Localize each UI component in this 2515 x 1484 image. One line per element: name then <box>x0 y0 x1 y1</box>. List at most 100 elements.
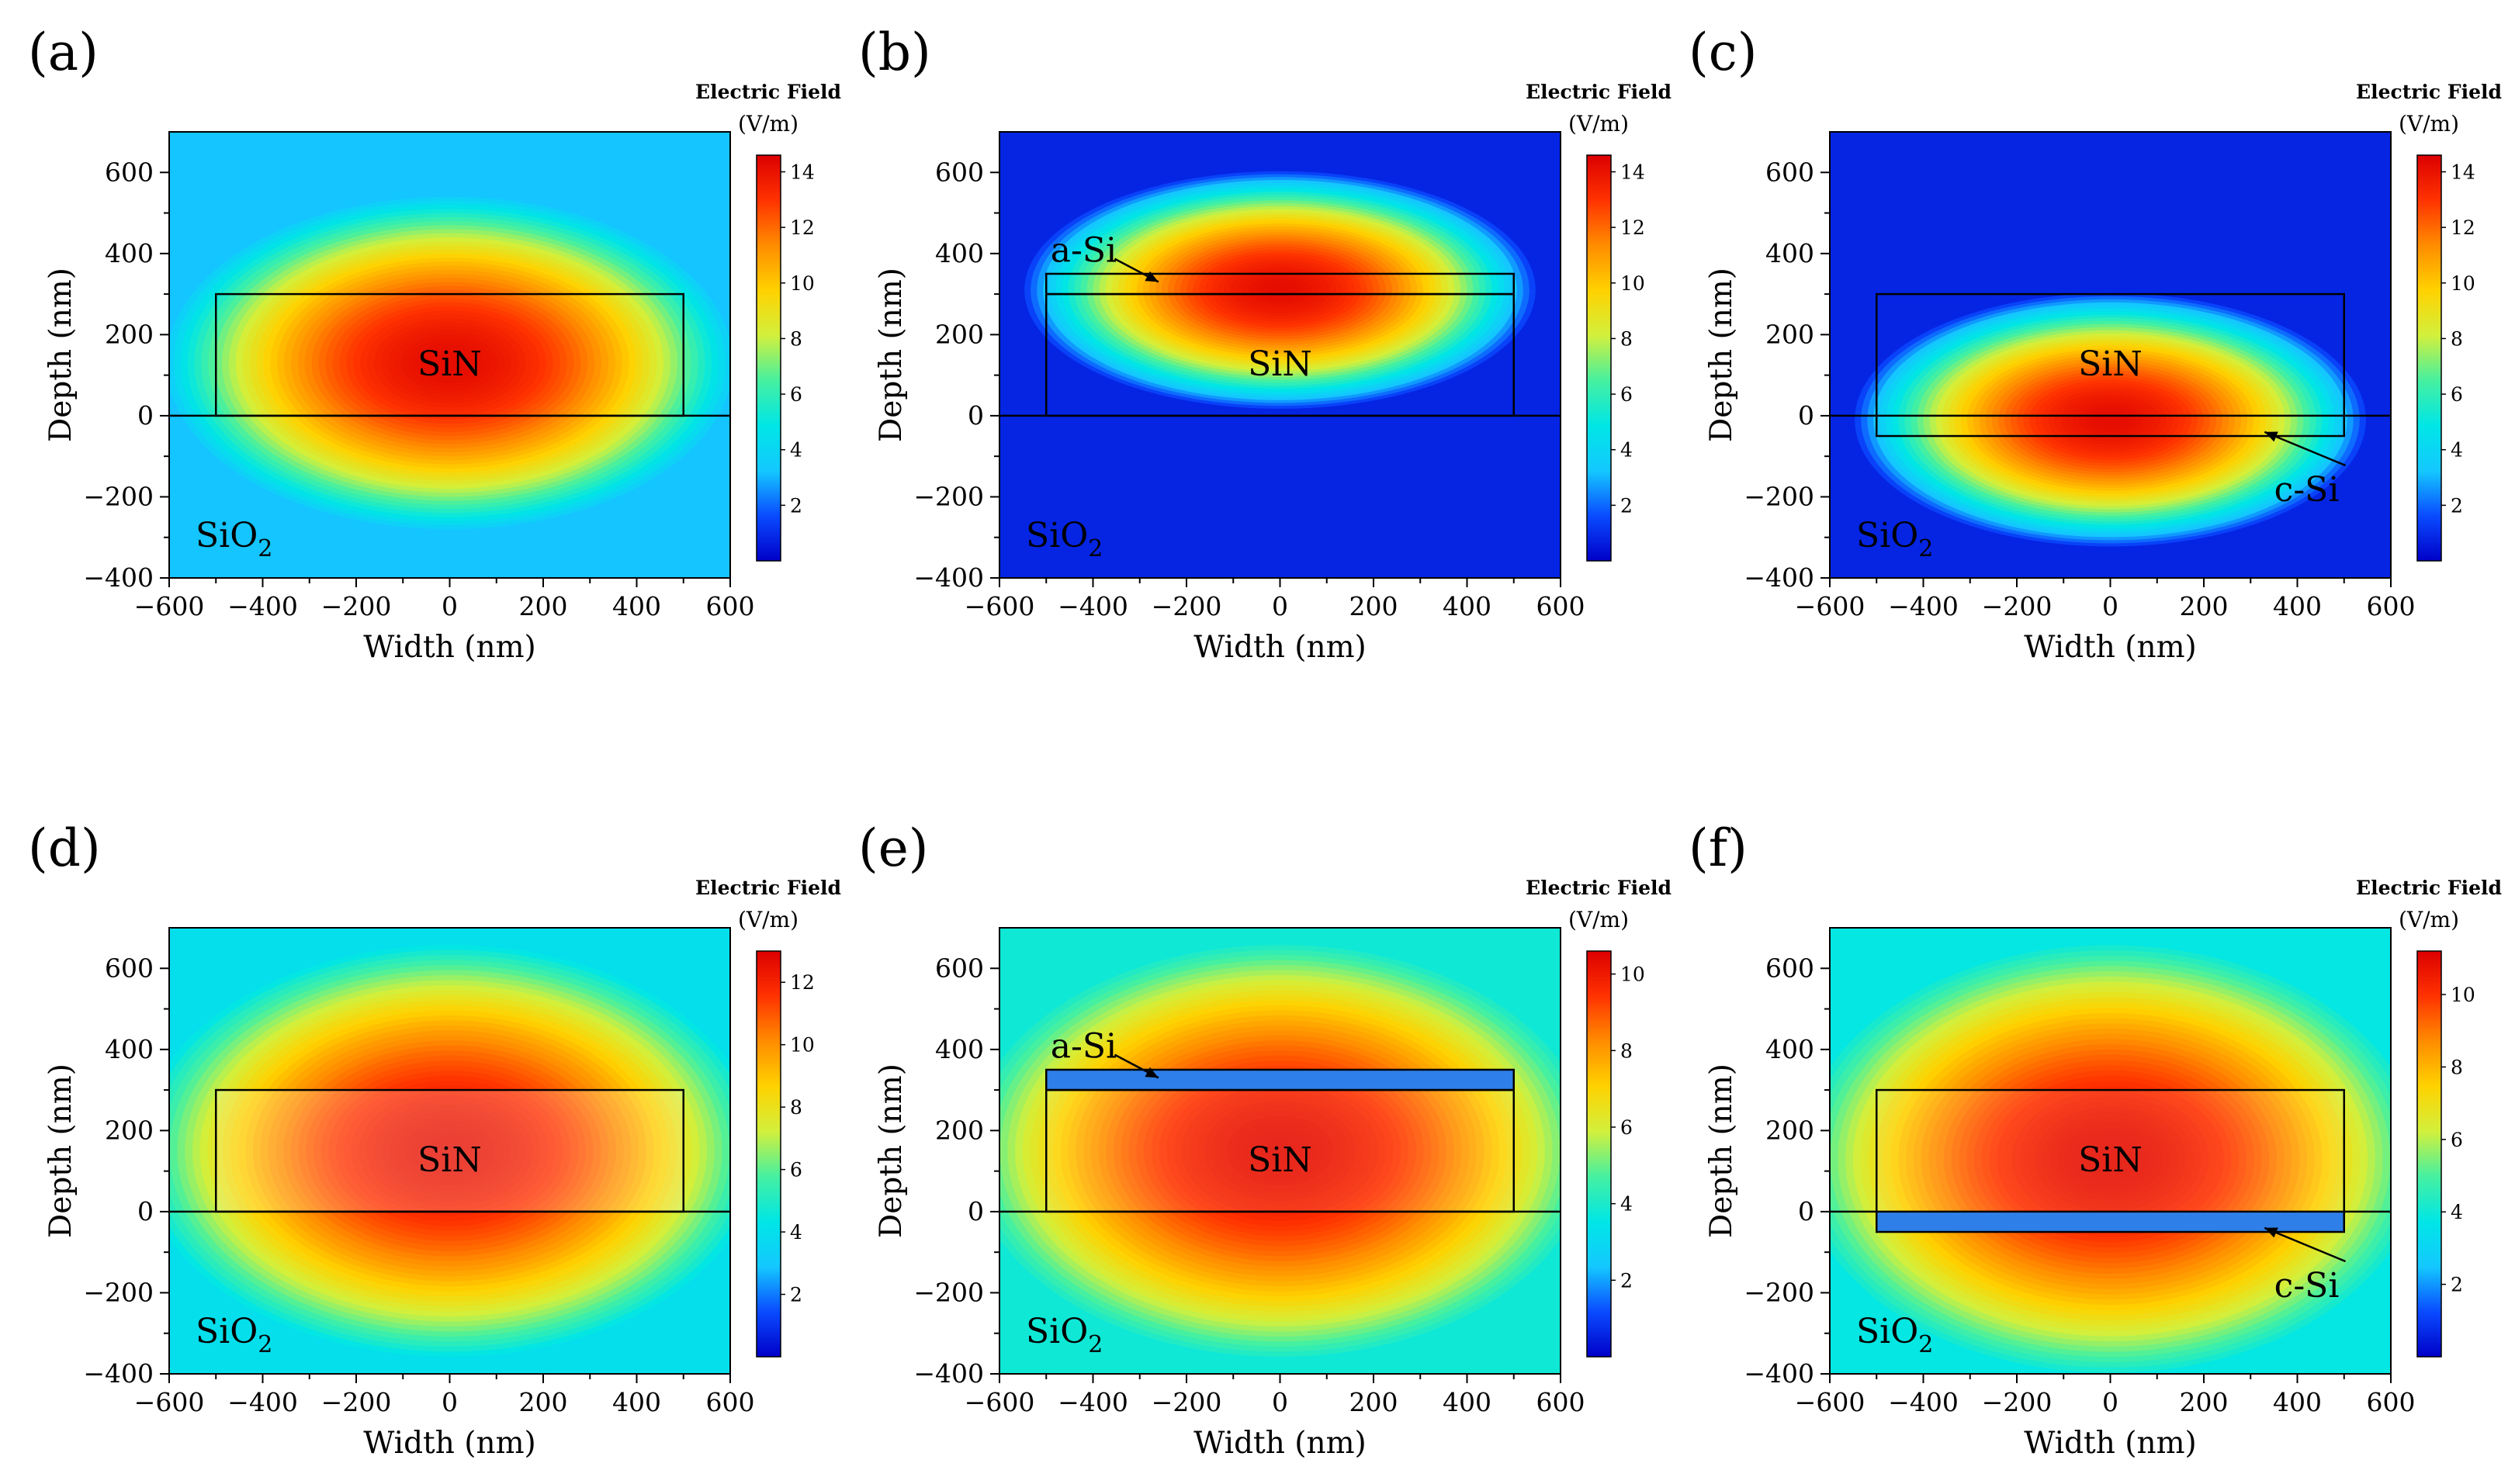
chart-panel-b: (b)−600 −400 −200 0 200 400 600−400−2000200400… <box>858 22 1671 665</box>
colorbar-unit: (V/m) <box>1568 907 1629 932</box>
y-tick-label: −400 <box>1744 562 1814 593</box>
colorbar <box>1586 154 1612 562</box>
y-tick-label: 400 <box>935 238 984 268</box>
y-tick-label: −200 <box>913 1277 984 1307</box>
y-tick-label: 600 <box>105 157 154 187</box>
y-tick-label: −400 <box>83 562 154 593</box>
x-tick-label: 600 <box>2367 591 2416 621</box>
y-tick-label: 400 <box>105 1034 154 1064</box>
x-tick-label: 0 <box>442 1387 458 1417</box>
y-tick-label: 0 <box>1798 1196 1814 1226</box>
colorbar-title: Electric Field <box>1526 81 1671 103</box>
colorbar-tick-label: 6 <box>1620 383 1633 406</box>
x-tick-label: −400 <box>227 1387 298 1417</box>
colorbar-tick-label: 4 <box>790 439 802 462</box>
field-heatmap <box>999 132 1561 578</box>
callout-arrow-line <box>2264 1226 2347 1263</box>
y-tick-label: 200 <box>105 319 154 349</box>
colorbar-tick-label: 8 <box>2451 1056 2463 1078</box>
cladding-subscript: 2 <box>258 1331 272 1358</box>
chart-panel-c: (c)−600 −400 −200 0 200 400 600−400−2000200400… <box>1689 22 2502 665</box>
x-tick-label: 600 <box>706 1387 755 1417</box>
y-tick-label: 600 <box>935 157 984 187</box>
panel-label: (b) <box>858 22 931 82</box>
field-heatmap <box>169 132 730 578</box>
core-field-overlay <box>1876 1090 2344 1233</box>
core-material-label: SiN <box>417 344 482 384</box>
colorbar-tick-label: 2 <box>2451 494 2463 517</box>
colorbar-tick-label: 14 <box>790 161 815 183</box>
layer-callout-label: a-Si <box>1051 1027 1117 1067</box>
x-tick-label: 400 <box>1443 591 1491 621</box>
x-tick-label: 600 <box>706 591 755 621</box>
colorbar-tick-label: 10 <box>2451 984 2475 1006</box>
colorbar-tick-label: 2 <box>790 494 802 517</box>
y-tick-label: 200 <box>105 1115 154 1145</box>
x-tick-label: −600 <box>1795 591 1865 621</box>
colorbar-tick-label: 8 <box>1620 1039 1633 1062</box>
waveguide-outline <box>1045 272 1515 296</box>
core-field-overlay <box>216 1090 684 1212</box>
colorbar-tick-label: 8 <box>1620 327 1633 350</box>
cladding-subscript: 2 <box>258 535 272 562</box>
colorbar-unit: (V/m) <box>2399 111 2459 137</box>
panel-label: (e) <box>858 818 929 878</box>
y-axis-label: Depth (nm) <box>1704 268 1739 442</box>
x-tick-label: 0 <box>1272 591 1288 621</box>
colorbar-tick-label: 12 <box>1620 216 1645 239</box>
colorbar-tick-label: 4 <box>1620 439 1633 462</box>
y-axis-label: Depth (nm) <box>874 268 909 442</box>
y-tick-label: 600 <box>1765 157 1814 187</box>
colorbar-tick-label: 12 <box>790 971 815 994</box>
y-tick-label: 0 <box>137 1196 154 1226</box>
callout-arrow-line <box>2264 431 2347 467</box>
colorbar-tick-label: 2 <box>1620 1269 1633 1292</box>
colorbar <box>756 950 781 1358</box>
x-axis-label: Width (nm) <box>363 630 536 665</box>
x-tick-label: 600 <box>1536 591 1585 621</box>
y-axis-label: Depth (nm) <box>43 268 78 442</box>
x-tick-label: 0 <box>1272 1387 1288 1417</box>
colorbar-tick-label: 4 <box>2451 1201 2463 1223</box>
y-tick-label: −200 <box>1744 481 1814 511</box>
colorbar-tick-label: 10 <box>2451 272 2475 295</box>
core-material-label: SiN <box>1248 344 1312 384</box>
x-axis-label: Width (nm) <box>2024 1426 2197 1461</box>
colorbar-tick-label: 8 <box>790 327 802 350</box>
x-tick-label: −200 <box>321 1387 392 1417</box>
colorbar-unit: (V/m) <box>1568 111 1629 137</box>
field-contour <box>442 358 457 368</box>
colorbar-title: Electric Field <box>1526 877 1671 899</box>
y-tick-label: 200 <box>935 319 984 349</box>
colorbar-tick-label: 4 <box>790 1221 802 1244</box>
x-tick-label: 400 <box>612 1387 661 1417</box>
y-tick-label: −400 <box>83 1358 154 1389</box>
colorbar-tick-label: 8 <box>790 1096 802 1119</box>
waveguide-outline <box>1876 292 2345 438</box>
x-tick-label: −400 <box>1058 591 1128 621</box>
colorbar-unit: (V/m) <box>738 907 798 932</box>
y-tick-label: −400 <box>913 1358 984 1389</box>
colorbar-tick-label: 14 <box>2451 161 2475 183</box>
x-tick-label: 200 <box>2180 1387 2229 1417</box>
layer-callout-label: c-Si <box>2274 1266 2340 1306</box>
x-axis-label: Width (nm) <box>363 1426 536 1461</box>
core-field-overlay <box>1046 1090 1514 1212</box>
x-tick-label: 200 <box>1349 591 1398 621</box>
y-axis-label: Depth (nm) <box>43 1064 78 1238</box>
core-material-label: SiN <box>2078 1140 2143 1180</box>
colorbar <box>2416 154 2442 562</box>
x-tick-label: 400 <box>2273 1387 2322 1417</box>
x-axis-label: Width (nm) <box>1193 1426 1367 1461</box>
field-heatmap <box>169 928 730 1374</box>
x-tick-label: −200 <box>321 591 392 621</box>
field-contour <box>442 1146 458 1156</box>
colorbar-unit: (V/m) <box>738 111 798 137</box>
callout-arrow-head <box>1145 1067 1159 1078</box>
x-tick-label: −600 <box>965 1387 1035 1417</box>
layer-callout-label: c-Si <box>2274 470 2340 510</box>
field-contour <box>1272 1146 1288 1156</box>
colorbar-title: Electric Field <box>695 877 841 899</box>
panel-label: (a) <box>28 22 99 82</box>
colorbar-tick-label: 10 <box>790 272 815 295</box>
